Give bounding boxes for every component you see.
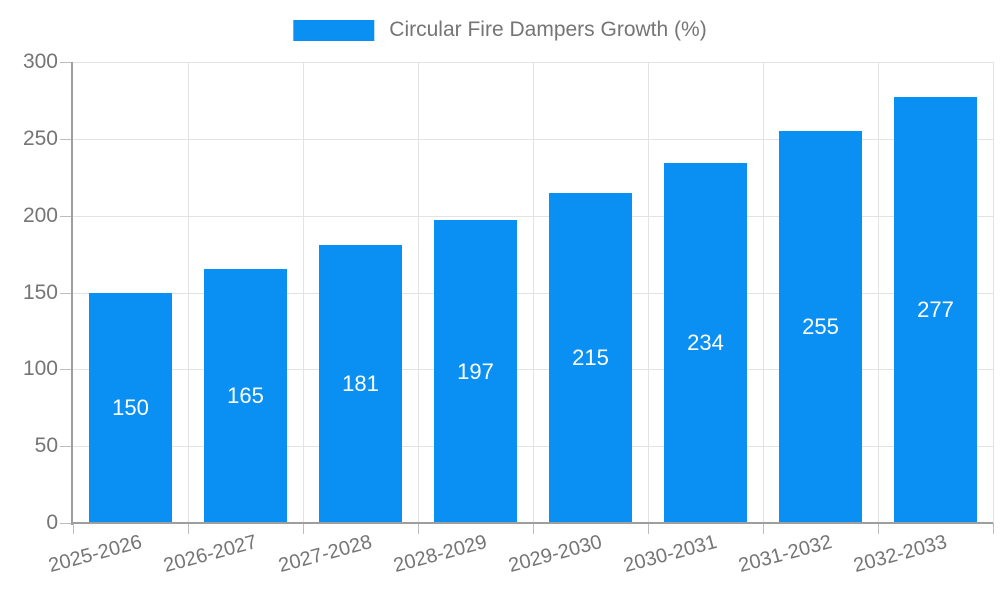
bar-value-label: 197 — [457, 358, 494, 384]
y-tick-label: 300 — [22, 50, 58, 73]
x-tick-label: 2027-2028 — [276, 531, 375, 578]
bar-value-label: 181 — [342, 370, 379, 396]
y-axis-tick — [60, 215, 73, 217]
x-axis-tick — [418, 523, 419, 534]
legend-swatch — [293, 19, 375, 41]
x-tick-label: 2026-2027 — [161, 531, 260, 578]
bar: 215 — [549, 192, 632, 523]
y-tick-label: 0 — [46, 511, 58, 534]
y-axis-line — [71, 62, 73, 525]
x-gridline — [188, 62, 189, 523]
bar: 165 — [204, 269, 287, 523]
x-axis-tick — [878, 523, 879, 534]
y-axis-tick — [60, 446, 73, 448]
y-tick-label: 250 — [22, 126, 58, 150]
y-tick-label: 100 — [22, 357, 58, 381]
x-gridline — [303, 62, 304, 523]
x-gridline — [418, 62, 419, 523]
y-axis-tick — [60, 292, 73, 294]
bar-value-label: 277 — [917, 297, 954, 323]
y-tick-label: 150 — [22, 280, 58, 304]
bar: 234 — [664, 163, 747, 523]
x-tick-label: 2031-2032 — [736, 531, 835, 578]
x-axis-tick — [533, 523, 534, 534]
bar-value-label: 255 — [802, 314, 839, 340]
y-tick-label: 50 — [34, 434, 58, 458]
bar-value-label: 215 — [572, 344, 609, 370]
bar-value-label: 234 — [687, 330, 724, 356]
legend-label: Circular Fire Dampers Growth (%) — [389, 18, 707, 41]
x-axis-tick — [648, 523, 649, 534]
x-gridline — [763, 62, 764, 523]
x-axis-tick — [993, 523, 994, 534]
bar: 181 — [319, 244, 402, 523]
x-axis-tick — [188, 523, 189, 534]
bar: 197 — [434, 220, 517, 523]
y-tick-label: 200 — [22, 203, 58, 227]
x-axis-tick — [763, 523, 764, 534]
x-tick-label: 2030-2031 — [621, 531, 720, 578]
x-axis-tick — [73, 523, 74, 534]
bar-value-label: 165 — [227, 383, 264, 409]
x-gridline — [533, 62, 534, 523]
bar: 255 — [779, 131, 862, 523]
x-axis-line — [71, 522, 993, 524]
y-axis-tick — [60, 62, 73, 63]
y-axis-tick — [60, 369, 73, 371]
y-axis-tick — [60, 523, 73, 524]
bar: 277 — [894, 97, 977, 523]
x-tick-label: 2032-2033 — [851, 531, 950, 578]
x-tick-label: 2028-2029 — [391, 531, 490, 578]
x-gridline — [648, 62, 649, 523]
x-axis-tick — [303, 523, 304, 534]
x-tick-label: 2025-2026 — [46, 531, 145, 578]
y-axis-tick — [60, 138, 73, 140]
x-gridline — [878, 62, 879, 523]
bar: 150 — [89, 292, 172, 523]
x-tick-label: 2029-2030 — [506, 531, 605, 578]
chart-legend: Circular Fire Dampers Growth (%) — [293, 18, 707, 42]
x-gridline — [993, 62, 994, 523]
bar-value-label: 150 — [112, 394, 149, 420]
